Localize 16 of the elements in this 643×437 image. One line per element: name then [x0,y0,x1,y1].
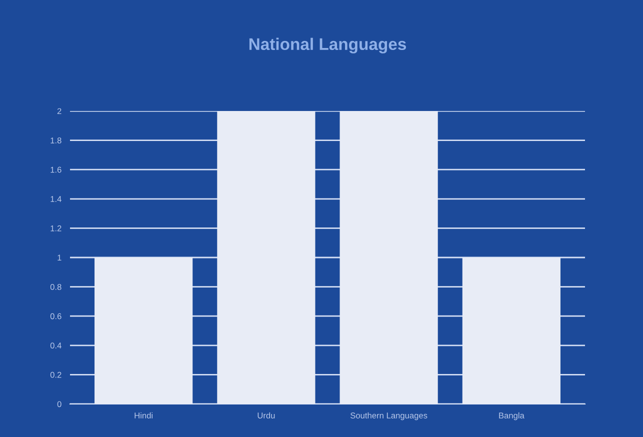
chart-title: National Languages [249,38,406,54]
x-tick-label: Bangla [499,412,524,420]
y-tick-label: 0.6 [50,313,62,320]
y-tick-label: 1.4 [50,196,62,202]
y-tick-label: 1 [58,254,62,261]
x-tick-label: Hindi [134,412,153,418]
y-tick-label: 1.6 [50,166,62,173]
y-tick-label: 0.4 [50,342,62,348]
y-tick-label: 1.8 [50,138,62,144]
y-tick-label: 0.2 [50,372,62,378]
y-tick-label: 1.2 [50,225,62,232]
x-tick-label: Urdu [258,412,275,418]
y-tick-label: 0.8 [50,284,62,290]
x-tick-label: Southern Languages [350,412,428,420]
y-tick-label: 0 [57,401,62,408]
y-tick-label: 2 [57,108,62,114]
